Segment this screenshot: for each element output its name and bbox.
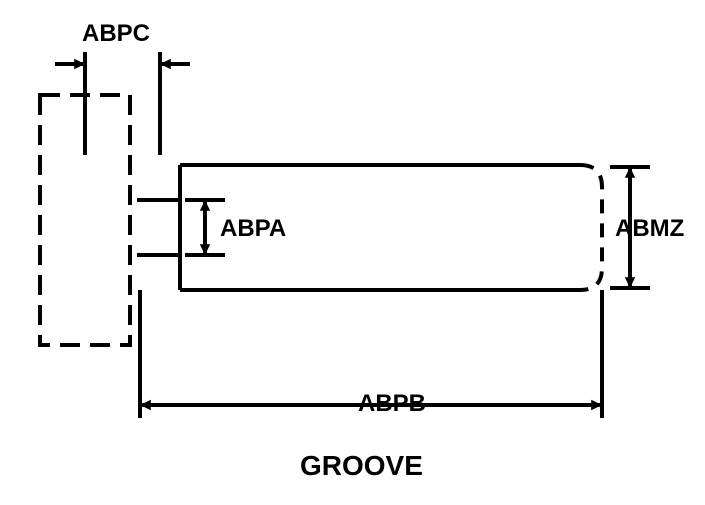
groove-diagram [0,0,705,505]
label-abmz: ABMZ [615,215,684,243]
label-abpc: ABPC [82,20,150,48]
label-abpb: ABPB [358,390,426,418]
label-abpa: ABPA [220,215,286,243]
diagram-title: GROOVE [300,450,423,482]
